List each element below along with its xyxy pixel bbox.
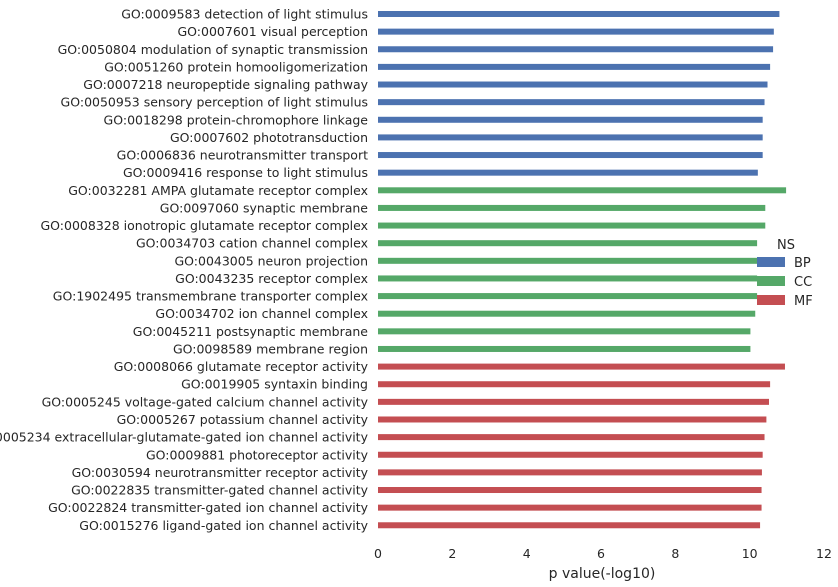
bar-bp	[378, 63, 771, 70]
category-label: GO:0043005 neuron projection	[174, 253, 368, 268]
category-label: GO:0034703 cation channel complex	[136, 236, 368, 251]
category-label: GO:0019905 syntaxin binding	[181, 377, 368, 392]
legend-label-bp: BP	[794, 256, 811, 271]
bar-cc	[378, 293, 758, 300]
bar-bp	[378, 28, 774, 35]
x-tick-label: 6	[597, 546, 605, 561]
bar-bp	[378, 81, 768, 88]
bar-mf	[378, 363, 785, 370]
x-axis-label: p value(-log10)	[549, 566, 656, 582]
legend-swatch-cc	[757, 276, 785, 286]
category-label: GO:0007218 neuropeptide signaling pathwa…	[83, 77, 368, 92]
bar-mf	[378, 469, 762, 476]
bars-layer	[378, 11, 787, 529]
category-label: GO:0034702 ion channel complex	[155, 306, 368, 321]
category-label: GO:0009416 response to light stimulus	[123, 165, 368, 180]
bar-cc	[378, 328, 751, 335]
category-label: GO:0005245 voltage-gated calcium channel…	[42, 394, 369, 409]
bar-bp	[378, 99, 765, 106]
bar-mf	[378, 504, 762, 511]
category-label: GO:0022835 transmitter-gated channel act…	[71, 483, 368, 498]
x-tick-label: 8	[671, 546, 679, 561]
x-tick-label: 2	[448, 546, 456, 561]
category-label: GO:0032281 AMPA glutamate receptor compl…	[68, 183, 368, 198]
bar-bp	[378, 134, 763, 141]
category-label: GO:0008328 ionotropic glutamate receptor…	[41, 218, 369, 233]
category-label: GO:0009881 photoreceptor activity	[146, 447, 369, 462]
bar-bp	[378, 11, 780, 17]
category-label: GO:0009583 detection of light stimulus	[121, 7, 368, 22]
legend-swatch-bp	[757, 257, 785, 267]
bar-mf	[378, 487, 762, 494]
legend-swatch-mf	[757, 295, 785, 305]
bar-bp	[378, 152, 763, 159]
category-label: GO:0015276 ligand-gated ion channel acti…	[79, 518, 368, 533]
bar-cc	[378, 204, 766, 211]
category-label: GO:0097060 synaptic membrane	[160, 200, 369, 215]
category-label: GO:0030594 neurotransmitter receptor act…	[72, 465, 369, 480]
category-label: GO:0098589 membrane region	[173, 341, 368, 356]
x-tick-label: 10	[742, 546, 758, 561]
bar-bp	[378, 116, 763, 123]
bar-mf	[378, 451, 763, 458]
category-labels: GO:0009583 detection of light stimulus GO…	[0, 7, 369, 533]
bar-bp	[378, 46, 774, 53]
category-label: GO:0045211 postsynaptic membrane	[133, 324, 369, 339]
category-label: GO:0018298 protein-chromophore linkage	[104, 112, 369, 127]
bar-cc	[378, 222, 766, 229]
x-tick-label: 0	[374, 546, 382, 561]
legend-title: NS	[777, 238, 795, 253]
bar-mf	[378, 381, 771, 388]
category-label: GO:0005267 potassium channel activity	[117, 412, 369, 427]
category-label: GO:0043235 receptor complex	[175, 271, 368, 286]
category-label: GO:0006836 neurotransmitter transport	[117, 148, 368, 163]
bar-mf	[378, 522, 761, 529]
bar-cc	[378, 345, 751, 352]
bar-cc	[378, 240, 758, 247]
category-label: GO:1902495 transmembrane transporter com…	[53, 289, 368, 304]
category-label: GO:0051260 protein homooligomerization	[104, 59, 368, 74]
bar-bp	[378, 169, 758, 176]
bar-cc	[378, 187, 787, 194]
bar-cc	[378, 257, 758, 264]
category-label: GO:0008066 glutamate receptor activity	[114, 359, 369, 374]
legend: NS BP CC MF	[757, 238, 813, 309]
category-label: GO:0007602 phototransduction	[170, 130, 368, 145]
category-label: GO:0050804 modulation of synaptic transm…	[58, 42, 368, 57]
bar-cc	[378, 275, 758, 282]
category-label: GO:0050953 sensory perception of light s…	[61, 95, 368, 110]
x-axis-ticks: 0 2 4 6 8 10 12	[374, 546, 832, 561]
bar-mf	[378, 434, 765, 441]
category-label: GO:0007601 visual perception	[177, 24, 368, 39]
bar-mf	[378, 398, 769, 405]
x-tick-label: 4	[523, 546, 531, 561]
category-label: GO:0005234 extracellular-glutamate-gated…	[0, 430, 369, 445]
bar-mf	[378, 416, 767, 423]
legend-label-cc: CC	[794, 275, 812, 290]
x-tick-label: 12	[816, 546, 832, 561]
category-label: GO:0022824 transmitter-gated ion channel…	[48, 500, 369, 515]
bar-cc	[378, 310, 756, 317]
legend-label-mf: MF	[794, 294, 813, 309]
